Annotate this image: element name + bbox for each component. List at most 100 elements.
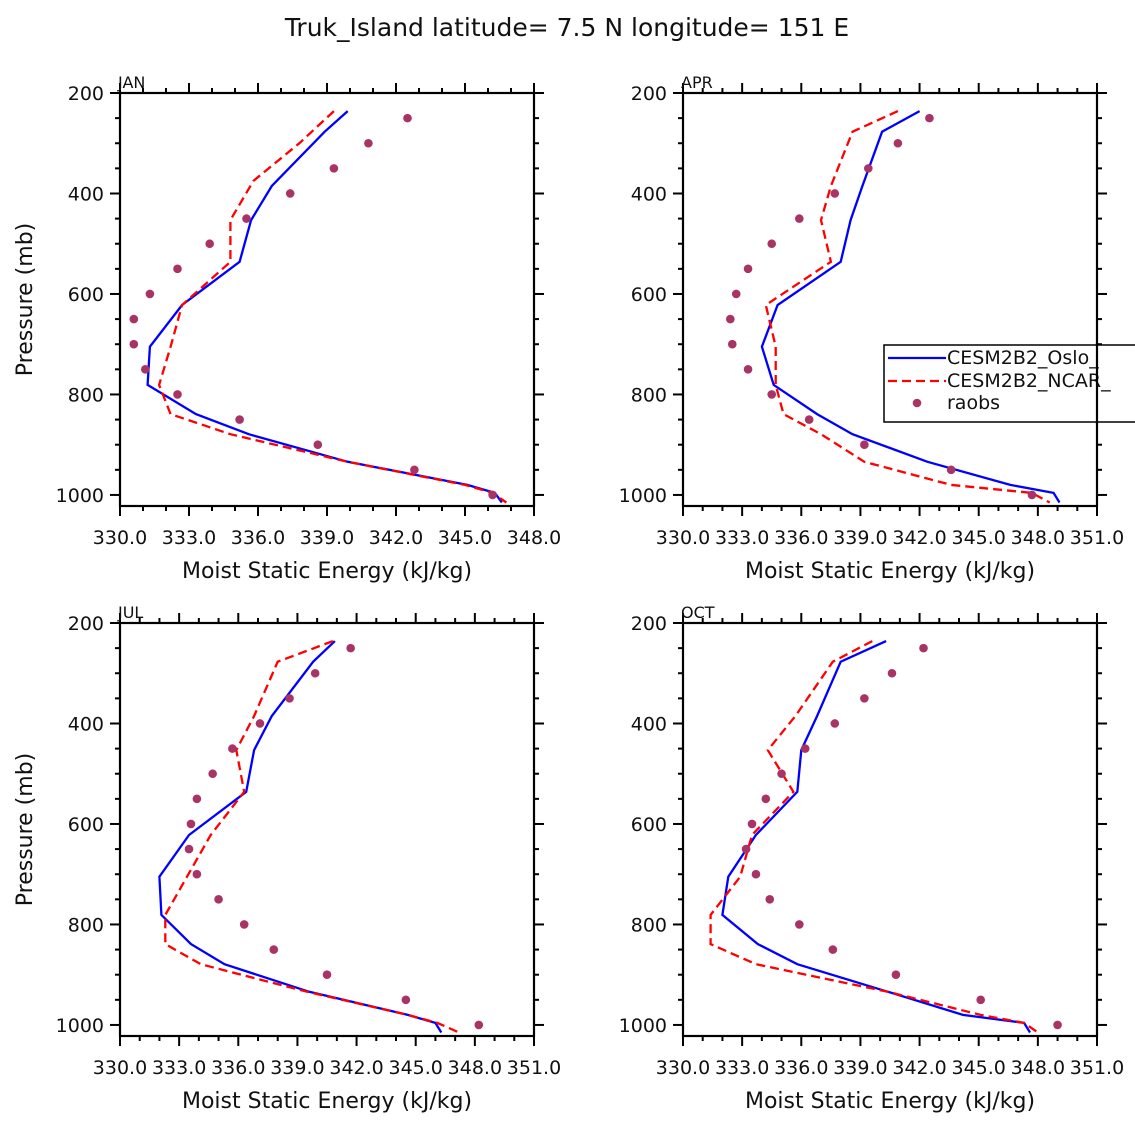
raobs-point	[887, 668, 897, 678]
y-tick-label: 600	[631, 284, 667, 306]
x-axis-label: Moist Static Energy (kJ/kg)	[182, 1089, 472, 1114]
y-tick-label: 200	[631, 613, 667, 635]
x-tick-label: 339.0	[833, 527, 887, 549]
raobs-point	[761, 794, 771, 804]
panel-title: OCT	[681, 603, 715, 622]
raobs-point	[976, 995, 985, 1005]
x-tick-label: 348.0	[1011, 527, 1065, 549]
y-tick-label: 800	[68, 914, 104, 936]
series-line-ncar	[709, 640, 1039, 1034]
raobs-point	[214, 895, 223, 904]
raobs-point	[919, 643, 928, 653]
plot-frame	[118, 621, 536, 1038]
legend-label: raobs	[947, 392, 1000, 414]
x-tick-label: 333.0	[715, 527, 769, 549]
x-tick-label: 333.0	[152, 1057, 206, 1079]
raobs-point	[731, 289, 741, 299]
raobs-point	[235, 415, 244, 424]
y-tick-label: 800	[631, 914, 667, 936]
raobs-point	[145, 289, 155, 299]
raobs-point	[864, 164, 873, 173]
raobs-point	[727, 339, 737, 349]
legend-label: CESM2B2_NCAR_	[947, 370, 1111, 392]
raobs-point	[777, 769, 786, 779]
raobs-point	[313, 440, 323, 450]
x-axis-label: Moist Static Energy (kJ/kg)	[745, 1089, 1035, 1114]
y-tick-label: 1000	[619, 485, 667, 507]
legend-swatch-raobs	[912, 398, 922, 408]
x-tick-label: 336.0	[774, 527, 828, 549]
raobs-point	[205, 239, 214, 249]
raobs-point	[893, 138, 903, 148]
x-axis-label: Moist Static Energy (kJ/kg)	[745, 559, 1035, 584]
x-axis-label: Moist Static Energy (kJ/kg)	[182, 559, 472, 584]
raobs-point	[329, 164, 339, 173]
plot-area	[158, 640, 484, 1034]
x-tick-label: 351.0	[1070, 1057, 1124, 1079]
raobs-point	[129, 339, 139, 349]
raobs-point	[891, 970, 901, 980]
raobs-point	[474, 1020, 484, 1030]
panel-apr: 330.0 333.0 336.0 339.0 342.0 345.0 348.0 351.0…	[619, 73, 1135, 584]
x-tick-label: 342.0	[369, 527, 423, 549]
raobs-point	[488, 490, 497, 500]
raobs-point	[285, 694, 294, 703]
raobs-point	[192, 869, 202, 879]
y-tick-label: 400	[631, 183, 667, 205]
x-tick-label: 339.0	[300, 527, 354, 549]
panel-jul: 330.0 333.0 336.0 339.0 342.0 345.0 348.0 351.0…	[13, 603, 561, 1114]
plot-frame	[681, 91, 1099, 508]
panel-title: APR	[681, 73, 713, 92]
x-tick-label: 345.0	[438, 527, 492, 549]
y-tick-label: 600	[68, 814, 104, 836]
x-tick-label: 342.0	[329, 1057, 383, 1079]
raobs-point	[765, 895, 775, 904]
x-tick-label: 330.0	[93, 1057, 147, 1079]
plot-frame	[681, 621, 1099, 1038]
x-tick-label: 339.0	[833, 1057, 887, 1079]
x-tick-label: 345.0	[952, 1057, 1006, 1079]
x-tick-label: 345.0	[389, 1057, 443, 1079]
series-line-ncar	[164, 640, 460, 1034]
raobs-point	[795, 214, 804, 223]
series-line-oslo	[760, 110, 1061, 504]
raobs-point	[173, 264, 182, 274]
x-tick-label: 351.0	[1070, 527, 1124, 549]
y-tick-label: 400	[68, 713, 104, 735]
x-tick-label: 336.0	[211, 1057, 265, 1079]
y-tick-label: 1000	[56, 485, 104, 507]
series-line-ncar	[764, 110, 1051, 504]
raobs-point	[767, 239, 777, 249]
y-tick-label: 400	[631, 713, 667, 735]
raobs-point	[186, 819, 196, 829]
y-tick-label: 800	[68, 384, 104, 406]
series-line-ncar	[157, 110, 508, 504]
raobs-point	[747, 819, 757, 829]
x-tick-label: 348.0	[448, 1057, 502, 1079]
x-tick-label: 351.0	[507, 1057, 561, 1079]
x-tick-label: 348.0	[1011, 1057, 1065, 1079]
panel-title: JUL	[117, 603, 143, 622]
raobs-point	[743, 365, 753, 374]
y-tick-label: 800	[631, 384, 667, 406]
figure-title: Truk_Island latitude= 7.5 N longitude= 1…	[284, 13, 849, 42]
x-tick-label: 345.0	[952, 527, 1006, 549]
raobs-point	[255, 719, 265, 728]
series-line-oslo	[158, 640, 443, 1034]
plot-area	[129, 110, 508, 504]
y-tick-label: 600	[631, 814, 667, 836]
x-tick-label: 333.0	[715, 1057, 769, 1079]
raobs-point	[173, 390, 182, 399]
legend: CESM2B2_Oslo_CESM2B2_NCAR_raobs	[883, 343, 1135, 424]
raobs-point	[1027, 490, 1037, 500]
raobs-point	[322, 970, 332, 980]
y-axis-label: Pressure (mb)	[13, 223, 38, 377]
y-tick-label: 200	[68, 83, 104, 105]
y-tick-label: 1000	[56, 1015, 104, 1037]
raobs-point	[184, 844, 194, 854]
legend-label: CESM2B2_Oslo_	[947, 347, 1099, 369]
raobs-point	[767, 390, 777, 399]
x-tick-label: 339.0	[270, 1057, 324, 1079]
panel-oct: 330.0 333.0 336.0 339.0 342.0 345.0 348.0 351.0…	[619, 603, 1125, 1114]
